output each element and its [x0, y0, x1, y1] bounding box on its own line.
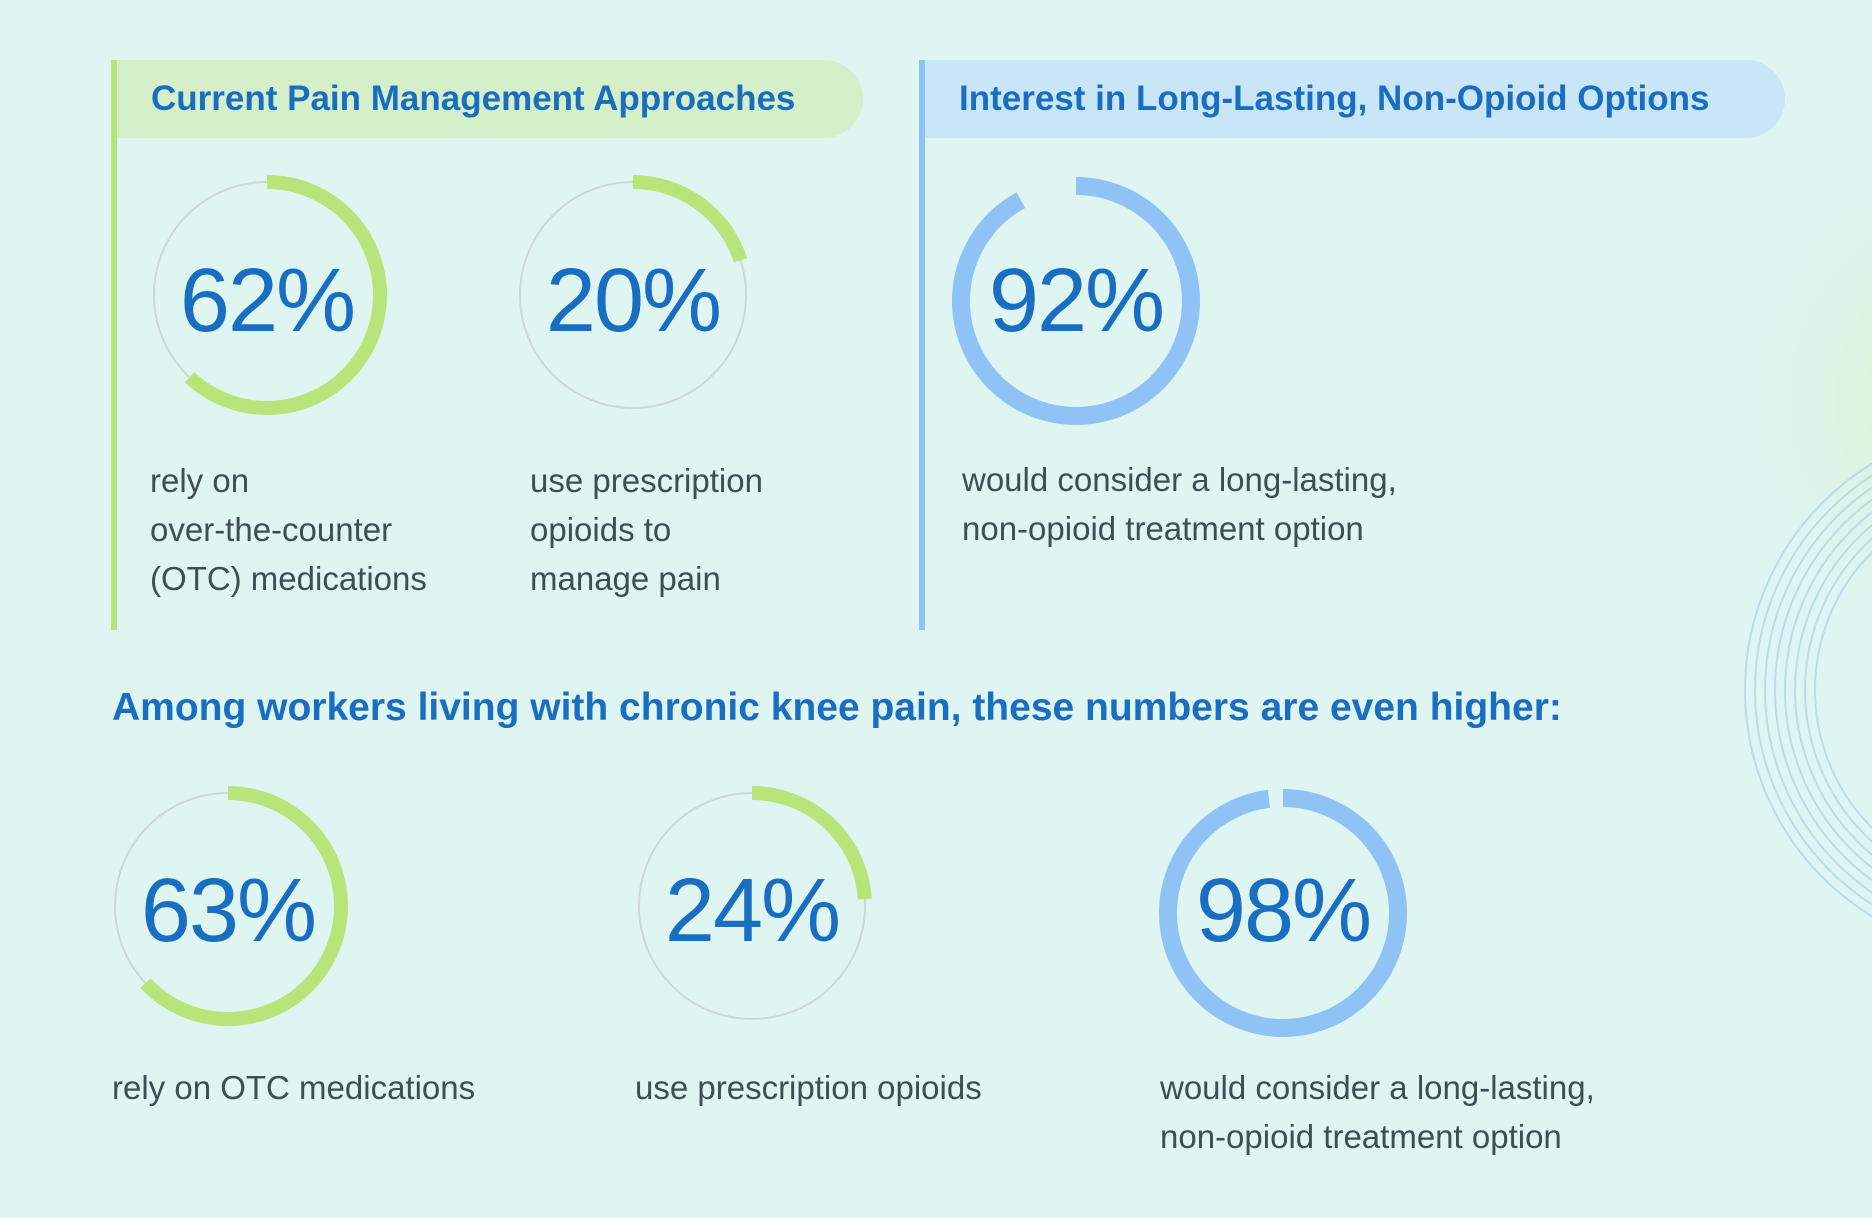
green-glow-circle [1695, 126, 1872, 674]
knee-opioids-24-ring-chart [632, 786, 872, 1026]
caption-line: use prescription [530, 462, 763, 499]
knee-otc-63-percent: 63% [140, 861, 317, 961]
ring-progress-arc [147, 175, 387, 415]
caption-line: over-the-counter [150, 511, 393, 548]
interest-92-percent: 92% [988, 251, 1165, 351]
knee-otc-63-caption: rely on OTC medications [112, 1063, 475, 1112]
caption-line: rely on [150, 462, 250, 499]
knee-interest-98-ring-chart [1159, 789, 1407, 1037]
caption-line: manage pain [530, 560, 721, 597]
otc-62-caption: rely on over-the-counter (OTC) medicatio… [150, 456, 427, 603]
ring-progress-arc [1159, 789, 1407, 1037]
otc-62-ring-chart [147, 175, 387, 415]
caption-line: non-opioid treatment option [1160, 1118, 1562, 1155]
knee-interest-98-percent: 98% [1195, 861, 1372, 961]
concentric-rings-decoration [1744, 462, 1872, 918]
knee-interest-98-caption: would consider a long-lasting, non-opioi… [1160, 1063, 1595, 1161]
opioids-20-percent: 20% [545, 251, 722, 351]
knee-otc-63-ring-chart [108, 786, 348, 1026]
opioids-20-ring-chart [513, 175, 753, 415]
current-approaches-heading: Current Pain Management Approaches [117, 60, 863, 138]
caption-line: (OTC) medications [150, 560, 427, 597]
knee-pain-heading: Among workers living with chronic knee p… [112, 686, 1562, 729]
caption-line: opioids to [530, 511, 672, 548]
interest-92-caption: would consider a long-lasting, non-opioi… [962, 455, 1397, 553]
knee-opioids-24-percent: 24% [664, 861, 841, 961]
caption-line: would consider a long-lasting, [1160, 1069, 1595, 1106]
caption-line: rely on OTC medications [112, 1069, 476, 1106]
interest-panel-accent-bar [919, 60, 925, 630]
caption-line: non-opioid treatment option [962, 510, 1364, 547]
interest-options-heading: Interest in Long-Lasting, Non-Opioid Opt… [925, 60, 1785, 138]
caption-line: would consider a long-lasting, [962, 461, 1397, 498]
current-panel-accent-bar [111, 60, 117, 630]
otc-62-percent: 62% [179, 251, 356, 351]
knee-opioids-24-caption: use prescription opioids [635, 1063, 982, 1112]
interest-92-ring-chart [952, 177, 1200, 425]
ring-progress-arc [108, 786, 348, 1026]
opioids-20-caption: use prescription opioids to manage pain [530, 456, 763, 603]
ring-progress-arc [513, 175, 753, 415]
ring-progress-arc [952, 177, 1200, 425]
caption-line: use prescription opioids [635, 1069, 982, 1106]
ring-progress-arc [632, 786, 872, 1026]
